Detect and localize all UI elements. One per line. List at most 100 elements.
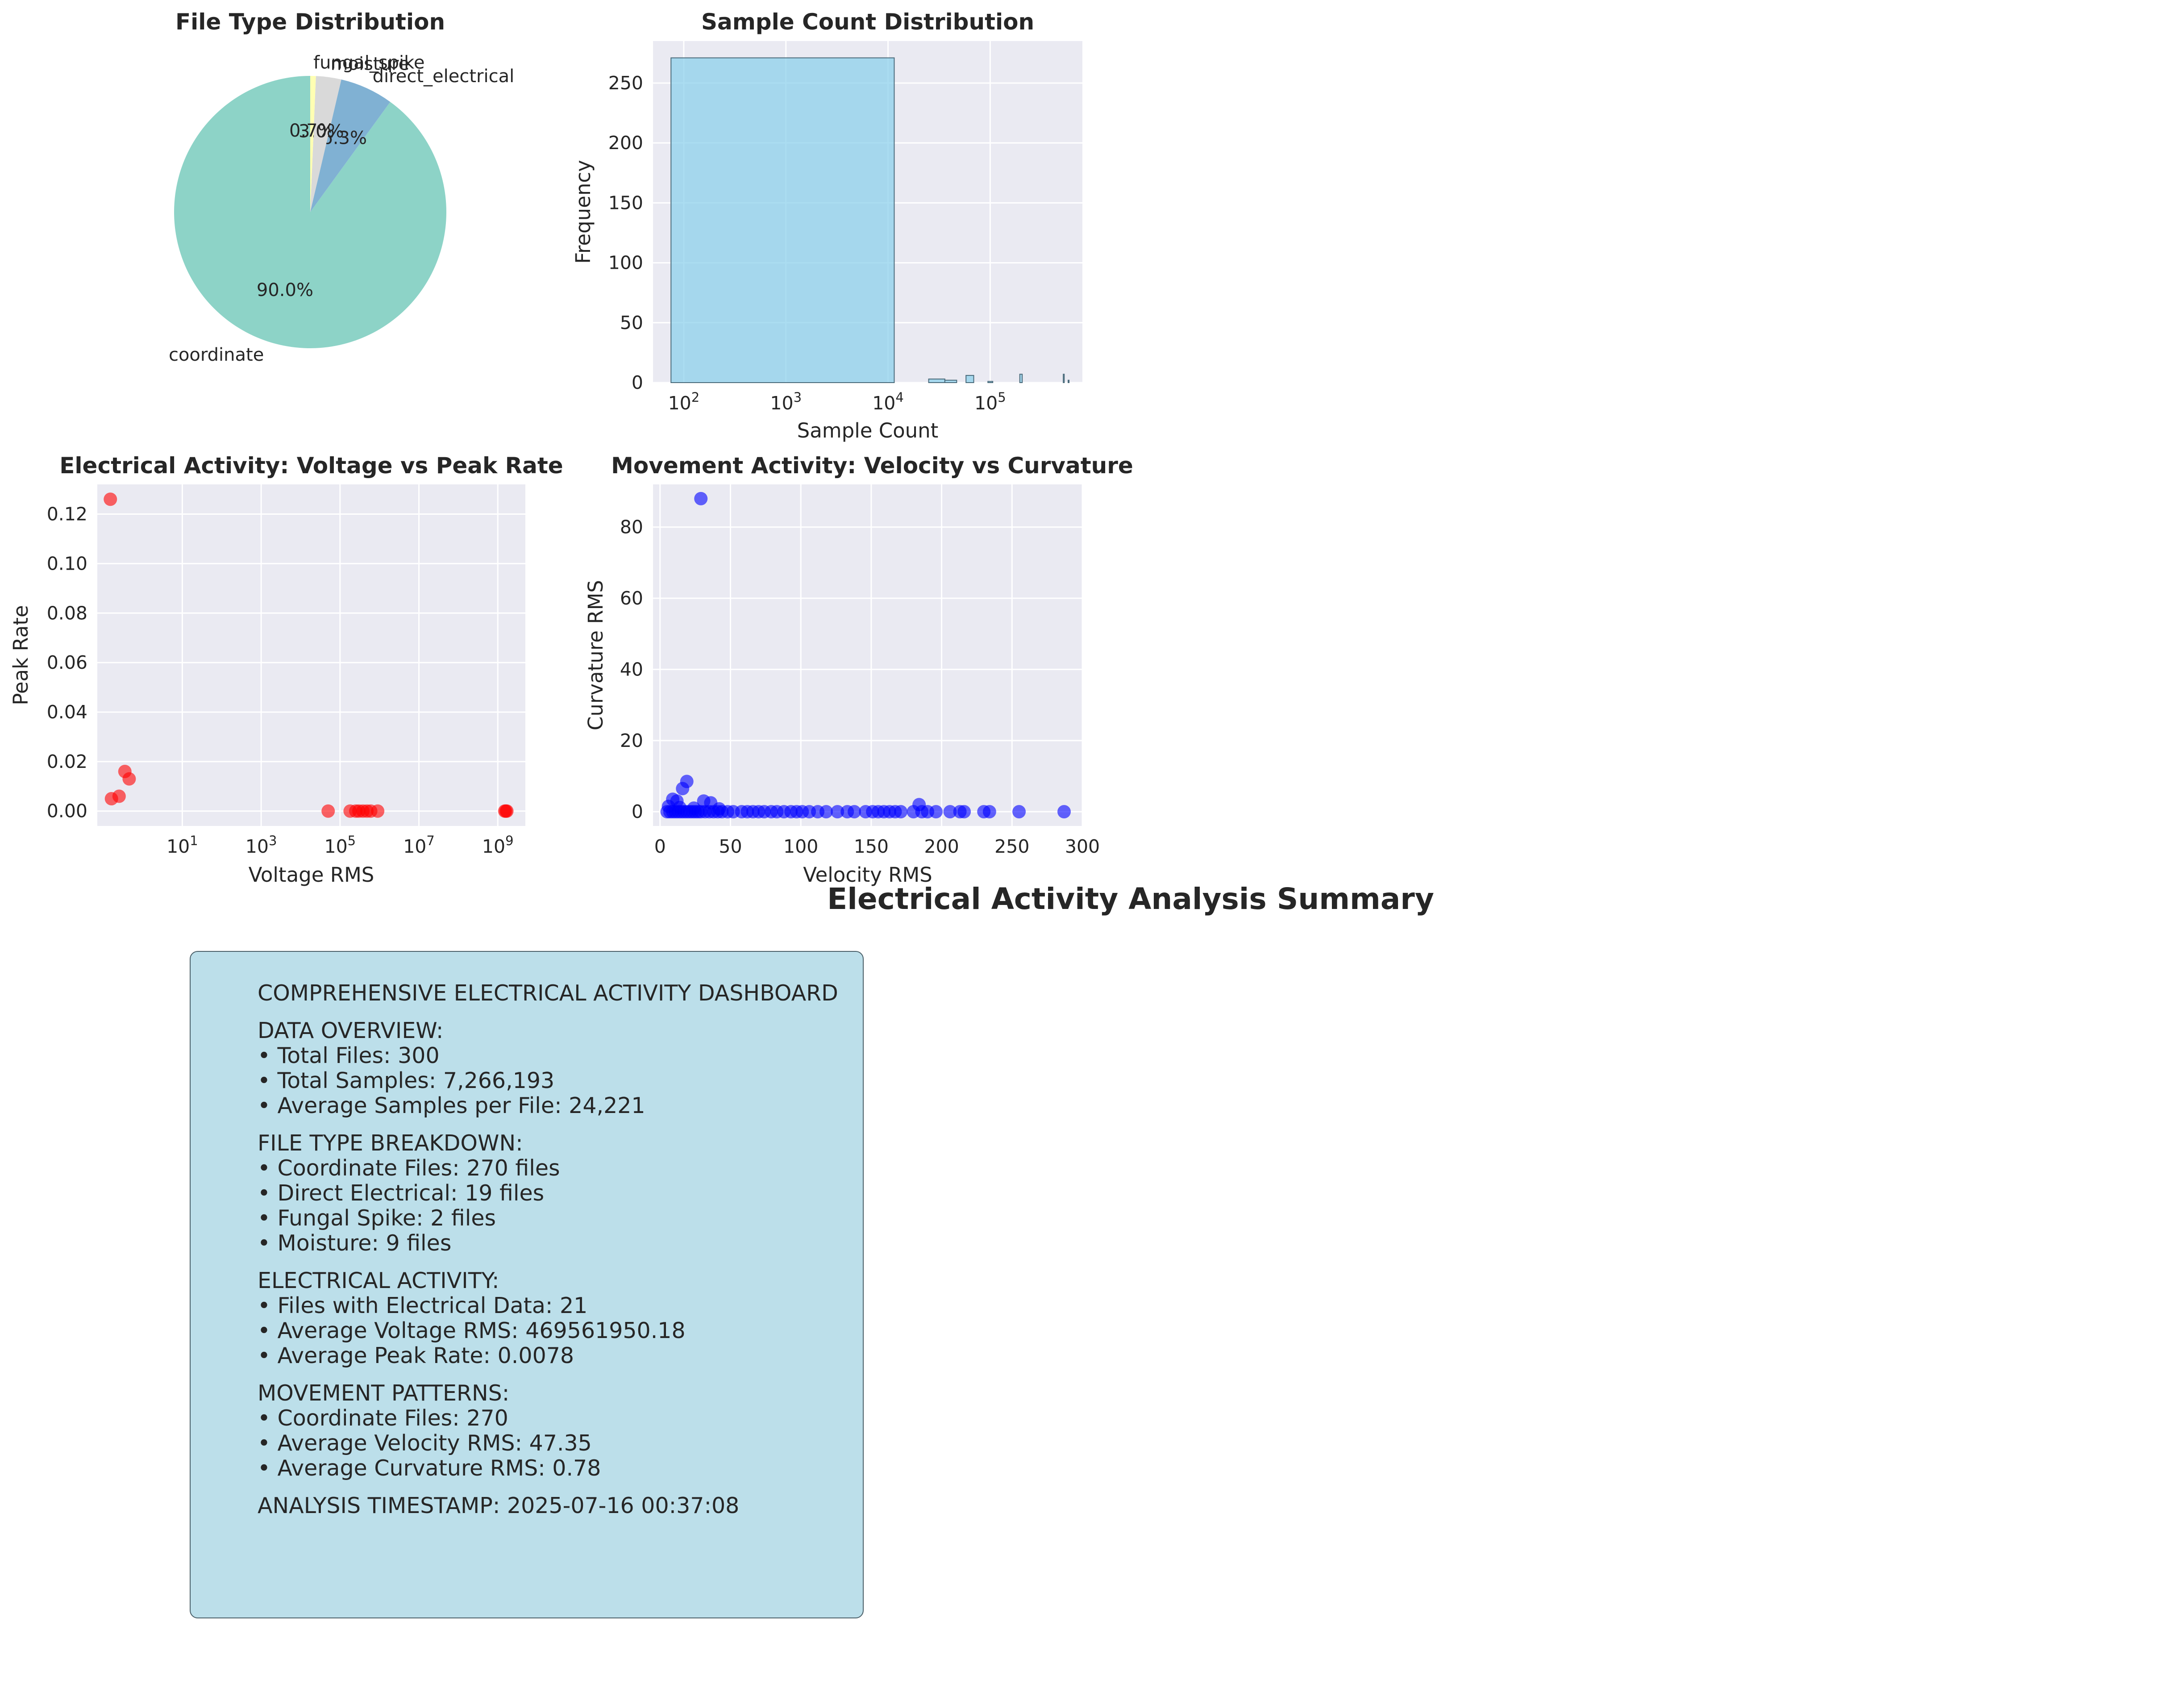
summary-spacer: [258, 1368, 838, 1381]
hist-bar: [1063, 374, 1065, 383]
move-x-tick-label: 150: [854, 836, 889, 857]
electrical-scatter-chart: 101 103 105 107 109 0.00 0.02 0.04 0.06 0.08 0.10 0…: [9, 453, 563, 887]
sample-count-histogram: 102 103 104 105 0 50 100 150 200 250 Sample Count …: [571, 9, 1082, 442]
move-data-point: [819, 805, 833, 819]
elec-y-tick-label: 0.04: [47, 701, 87, 723]
summary-line: • Average Curvature RMS: 0.78: [258, 1455, 601, 1481]
hist-bar: [1068, 379, 1070, 384]
move-plot-area: [653, 484, 1082, 826]
file-type-pie-chart: File Type Distribution coordinate 90.0% dir…: [169, 9, 514, 365]
summary-line: • Average Samples per File: 24,221: [258, 1093, 645, 1118]
summary-line: • Total Files: 300: [258, 1043, 440, 1068]
pie-title: File Type Distribution: [175, 9, 445, 35]
move-data-point: [894, 805, 908, 819]
pie-slice-moisture: [310, 76, 341, 213]
summary-line: • Direct Electrical: 19 files: [258, 1180, 545, 1206]
hist-bar: [987, 381, 994, 384]
elec-title: Electrical Activity: Voltage vs Peak Rat…: [59, 453, 563, 479]
hist-x-tick-label: 102: [668, 390, 700, 414]
summary-line: FILE TYPE BREAKDOWN:: [258, 1130, 523, 1156]
elec-y-tick-label: 0.08: [47, 602, 87, 624]
elec-y-axis-label: Peak Rate: [9, 605, 33, 705]
pie-slice-direct-electrical: [310, 79, 391, 212]
elec-x-tick-label: 105: [324, 833, 356, 857]
summary-line: COMPREHENSIVE ELECTRICAL ACTIVITY DASHBO…: [258, 980, 838, 1006]
move-x-tick-label: 50: [719, 836, 742, 857]
move-y-axis-label: Curvature RMS: [584, 580, 607, 730]
hist-x-tick-label: 105: [974, 390, 1006, 414]
summary-spacer: [258, 1256, 838, 1268]
move-y-tick-label: 40: [620, 659, 643, 680]
hist-y-tick-label: 0: [632, 372, 643, 393]
summary-line: ANALYSIS TIMESTAMP: 2025-07-16 00:37:08: [258, 1493, 740, 1518]
elec-plot-area: [97, 484, 525, 826]
summary-line: DATA OVERVIEW:: [258, 1018, 444, 1043]
elec-y-tick-label: 0.12: [47, 504, 87, 525]
move-data-point: [1012, 805, 1026, 819]
summary-line: MOVEMENT PATTERNS:: [258, 1380, 510, 1406]
summary-box: COMPREHENSIVE ELECTRICAL ACTIVITY DASHBO…: [190, 951, 864, 1618]
hist-y-tick-label: 250: [608, 72, 643, 94]
elec-data-point: [500, 804, 514, 818]
pie-pct-label: 0.7%: [289, 121, 335, 141]
hist-bar: [928, 378, 945, 384]
summary-line: • Fungal Spike: 2 files: [258, 1205, 496, 1231]
move-data-point: [676, 782, 690, 796]
move-data-point: [848, 805, 861, 819]
move-x-tick-label: 250: [994, 836, 1029, 857]
summary-line: • Coordinate Files: 270 files: [258, 1155, 560, 1181]
summary-line: • Average Velocity RMS: 47.35: [258, 1430, 592, 1456]
move-x-tick-label: 300: [1065, 836, 1100, 857]
elec-data-point: [321, 804, 335, 818]
elec-data-point: [122, 772, 136, 786]
hist-y-tick-label: 50: [620, 312, 643, 333]
summary-line: • Total Samples: 7,266,193: [258, 1068, 555, 1093]
elec-y-tick-label: 0.02: [47, 751, 87, 772]
move-x-axis-label: Velocity RMS: [803, 863, 932, 887]
elec-x-axis-label: Voltage RMS: [249, 863, 374, 887]
pie-label: direct_electrical: [373, 66, 515, 87]
move-y-tick-label: 60: [620, 588, 643, 609]
hist-x-tick-label: 104: [872, 390, 904, 414]
move-x-tick-label: 100: [783, 836, 818, 857]
move-y-tick-label: 80: [620, 517, 643, 538]
summary-line: • Coordinate Files: 270: [258, 1405, 508, 1431]
pie-label: fungal_spike: [313, 53, 425, 73]
hist-x-axis-label: Sample Count: [797, 419, 939, 442]
hist-y-axis-label: Frequency: [571, 160, 595, 263]
elec-y-tick-label: 0.06: [47, 652, 87, 673]
pie-pct-label: 3.0%: [299, 121, 344, 142]
summary-spacer: [258, 1481, 838, 1493]
hist-bar: [670, 57, 895, 384]
hist-bar: [944, 379, 957, 384]
summary-line: • Average Voltage RMS: 469561950.18: [258, 1318, 686, 1343]
elec-data-point: [371, 804, 385, 818]
move-data-point: [831, 805, 844, 819]
elec-y-tick-label: 0.10: [47, 553, 87, 574]
summary-title: Electrical Activity Analysis Summary: [827, 882, 1434, 916]
hist-y-tick-label: 100: [608, 252, 643, 274]
elec-x-tick-label: 103: [245, 833, 277, 857]
summary-line: ELECTRICAL ACTIVITY:: [258, 1268, 499, 1293]
elec-x-tick-label: 101: [166, 833, 198, 857]
move-title: Movement Activity: Velocity vs Curvature: [611, 453, 1133, 479]
hist-title: Sample Count Distribution: [701, 9, 1034, 35]
elec-x-tick-label: 109: [482, 833, 514, 857]
move-x-tick-label: 200: [924, 836, 959, 857]
movement-scatter-chart: 0 50 100 150 200 250 300 0 20 40 60 80 Movement Acti…: [584, 453, 1133, 887]
elec-data-point: [104, 492, 117, 506]
hist-bar: [1019, 374, 1023, 383]
summary-line: • Moisture: 9 files: [258, 1230, 452, 1256]
elec-y-tick-label: 0.00: [47, 800, 87, 822]
summary-line: • Average Peak Rate: 0.0078: [258, 1343, 574, 1368]
hist-x-tick-label: 103: [770, 390, 802, 414]
move-data-point: [982, 805, 996, 819]
summary-text: COMPREHENSIVE ELECTRICAL ACTIVITY DASHBO…: [258, 981, 838, 1518]
move-data-point: [1057, 805, 1071, 819]
summary-line: • Files with Electrical Data: 21: [258, 1293, 588, 1318]
move-data-point: [957, 805, 971, 819]
hist-y-tick-label: 200: [608, 132, 643, 154]
move-data-point: [943, 805, 957, 819]
elec-x-tick-label: 107: [403, 833, 435, 857]
move-x-tick-label: 0: [654, 836, 666, 857]
